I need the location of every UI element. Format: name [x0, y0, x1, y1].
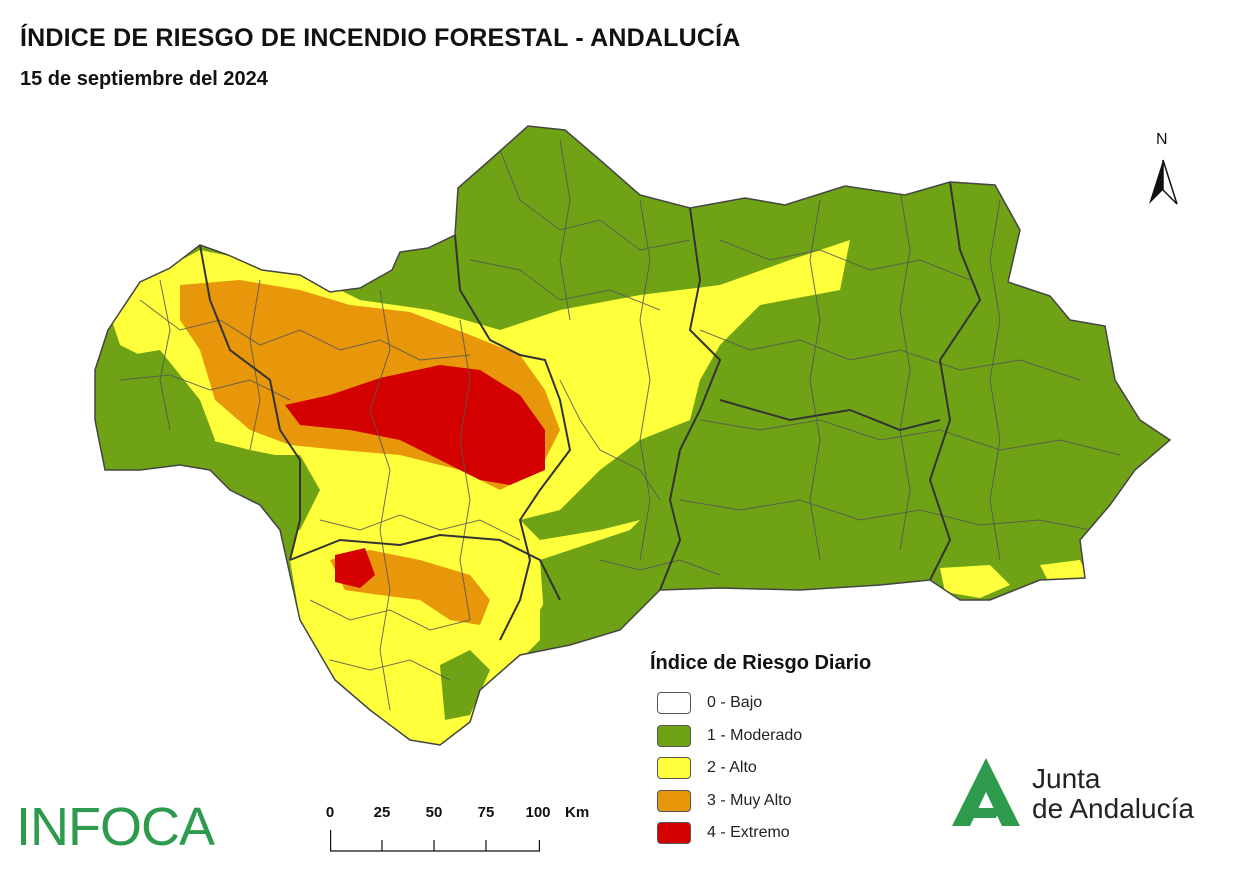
junta-andalucia-text: Junta de Andalucía	[1032, 764, 1194, 824]
scale-bar: 0 25 50 75 100 Km	[322, 800, 622, 860]
junta-andalucia-logo-icon	[952, 758, 1020, 826]
scale-tick-label: 25	[373, 804, 391, 821]
legend-label: 1 - Moderado	[707, 726, 803, 744]
legend-swatch-alto	[657, 757, 691, 780]
legend-swatch-extremo	[657, 822, 691, 845]
legend-swatch-moderado	[657, 724, 691, 747]
legend-item: 3 - Muy Alto	[650, 785, 871, 818]
north-label: N	[1156, 131, 1168, 148]
map-title: ÍNDICE DE RIESGO DE INCENDIO FORESTAL - …	[20, 24, 741, 52]
legend-item: 1 - Moderado	[650, 720, 871, 753]
scale-bar-graphic	[330, 830, 540, 852]
zone-extremo-central	[285, 365, 545, 485]
risk-zones	[95, 126, 1170, 745]
legend-label: 0 - Bajo	[707, 694, 763, 712]
zone-alto-coast-east	[940, 565, 1010, 598]
legend-title: Índice de Riesgo Diario	[650, 652, 872, 674]
scale-tick-label: 75	[477, 804, 495, 821]
scale-unit: Km	[565, 804, 590, 821]
legend-swatch-muy-alto	[657, 789, 691, 812]
scale-tick-label: 0	[325, 804, 335, 821]
north-arrow-icon	[1149, 159, 1178, 205]
junta-line2: de Andalucía	[1032, 793, 1194, 824]
map-date: 15 de septiembre del 2024	[20, 68, 268, 90]
scale-tick-label: 50	[425, 804, 443, 821]
legend-label: 2 - Alto	[707, 759, 757, 777]
legend-item: 0 - Bajo	[650, 687, 871, 720]
infoca-logo: INFOCA	[16, 797, 215, 857]
legend: Índice de Riesgo Diario 0 - Bajo 1 - Mod…	[650, 652, 871, 850]
legend-label: 3 - Muy Alto	[707, 791, 792, 809]
municipal-borders	[119, 139, 1121, 711]
legend-swatch-bajo	[657, 692, 691, 715]
legend-item: 4 - Extremo	[650, 817, 871, 850]
legend-label: 4 - Extremo	[707, 824, 790, 842]
zone-extremo-south	[335, 548, 375, 588]
andalucia-outline	[94, 125, 1172, 746]
scale-tick-label: 100	[525, 804, 551, 821]
zone-moderado-south-tip	[440, 650, 490, 720]
zone-moderado-malaga	[540, 520, 660, 645]
legend-item: 2 - Alto	[650, 752, 871, 785]
province-borders	[199, 181, 982, 641]
junta-line1: Junta	[1032, 763, 1101, 794]
